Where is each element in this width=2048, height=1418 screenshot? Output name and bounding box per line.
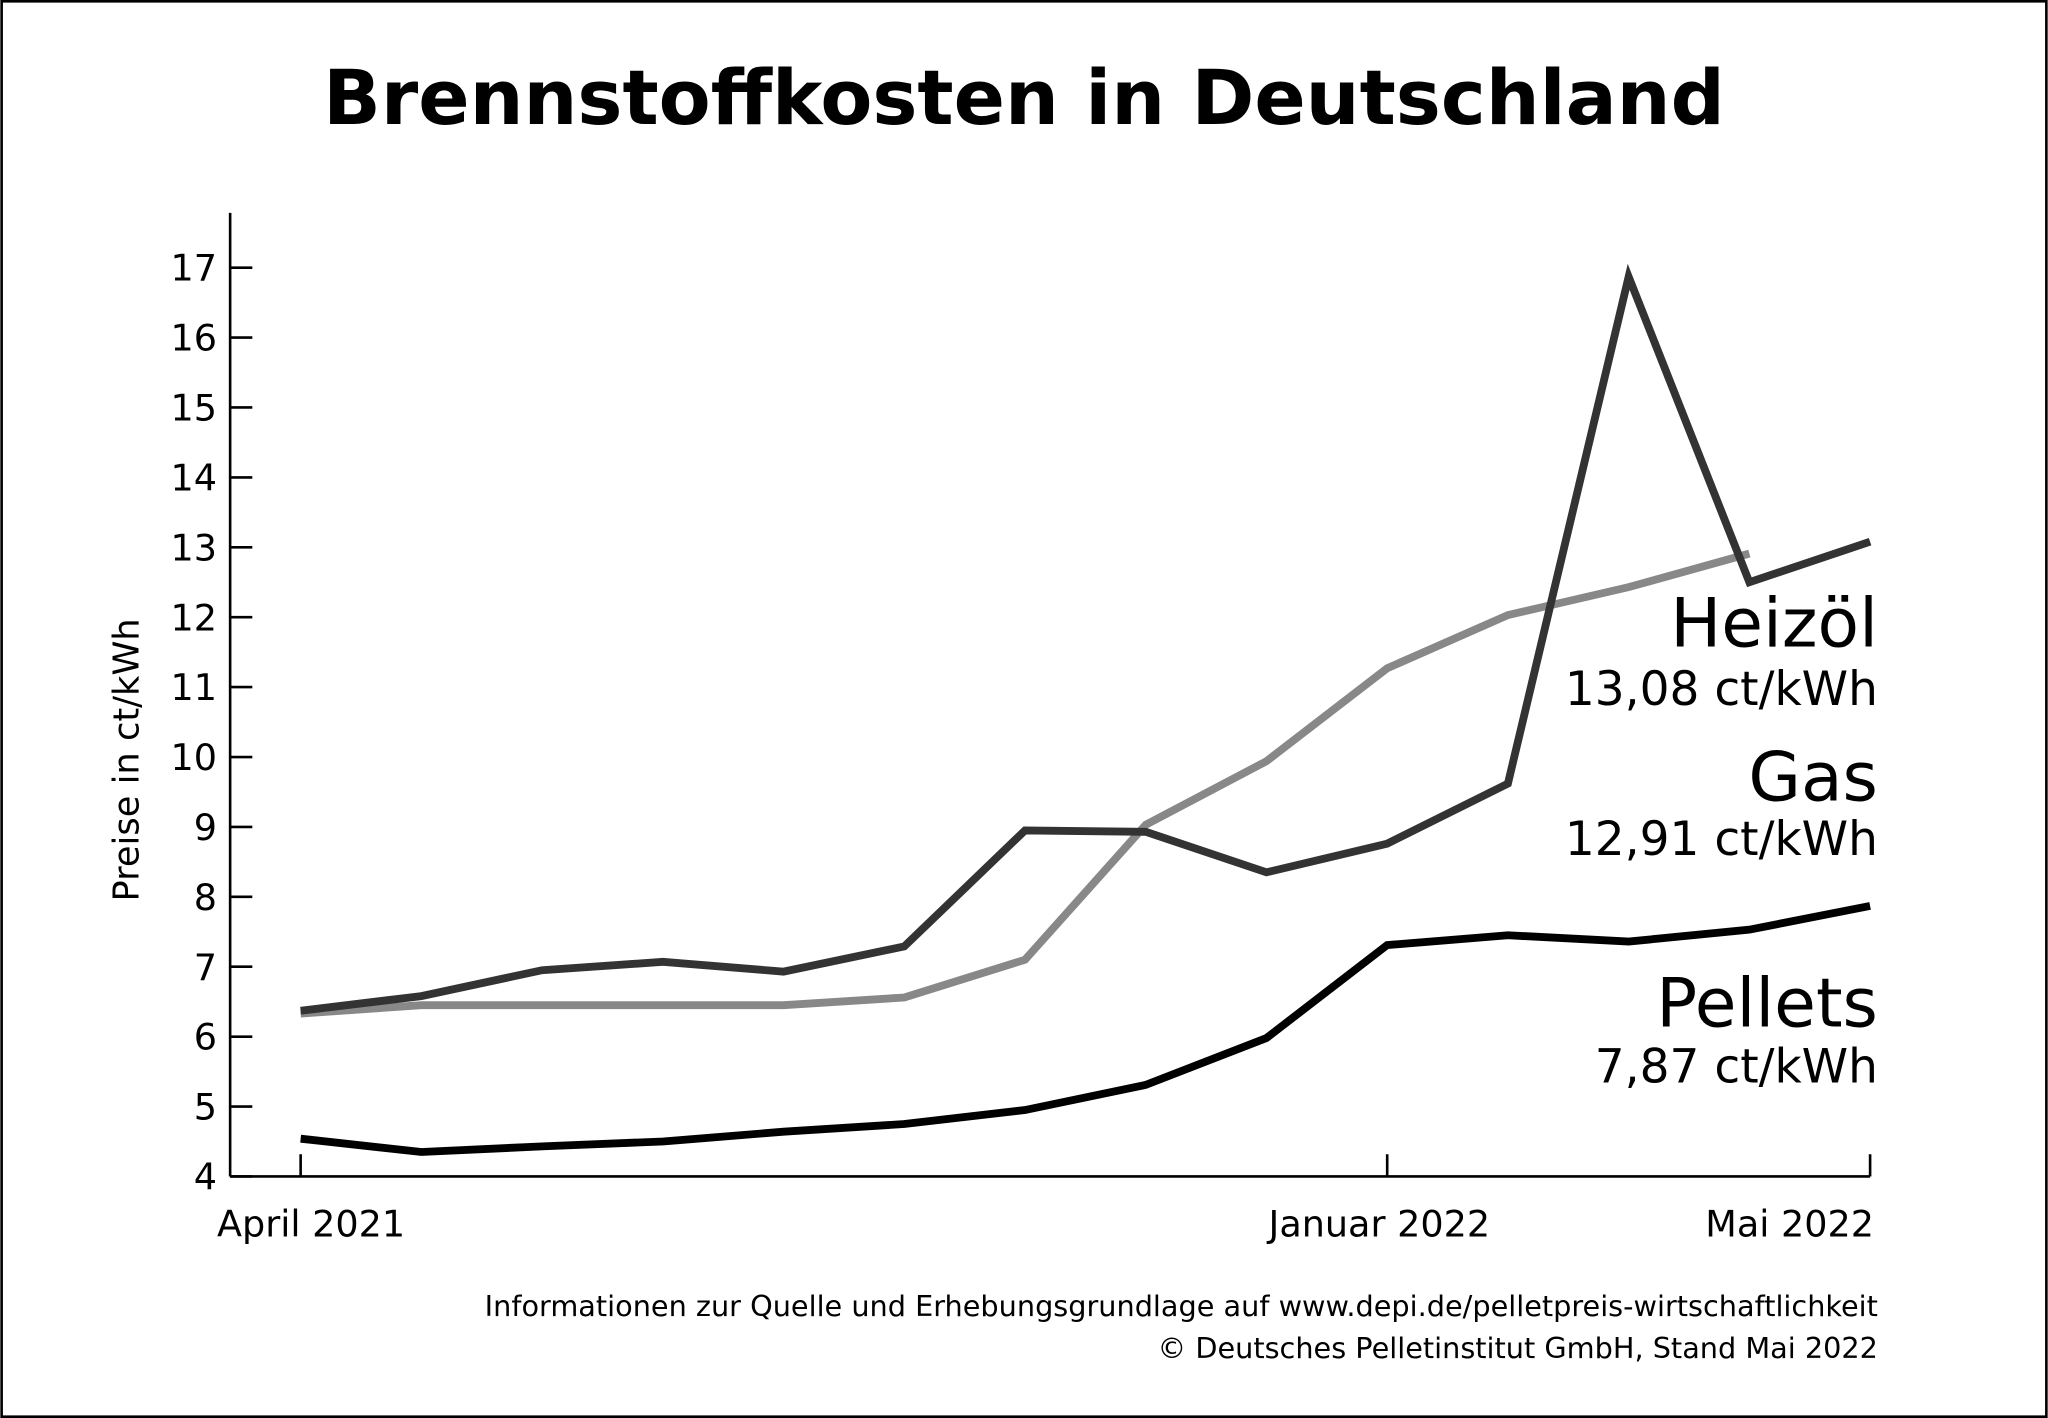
y-tick-label: 14: [171, 456, 218, 499]
y-tick-label: 4: [194, 1156, 217, 1199]
line-series: [300, 902, 1871, 1156]
y-tick-label: 17: [171, 247, 218, 290]
y-tick-label: 16: [171, 317, 218, 360]
y-tick-label: 11: [171, 666, 218, 709]
y-tick-label: 6: [194, 1016, 217, 1059]
y-axis-label: Preise in ct/kWh: [107, 618, 148, 901]
line-series: [300, 549, 1751, 1018]
y-tick-label: 9: [194, 806, 217, 849]
series-value-label: 13,08 ct/kWh: [1565, 662, 1878, 717]
x-tick-label: Mai 2022: [1705, 1203, 1874, 1246]
footnote: Informationen zur Quelle und Erhebungsgr…: [485, 1289, 1878, 1323]
series-label: Pellets: [1656, 964, 1878, 1043]
line-series: [300, 263, 1872, 1015]
y-tick-label: 8: [194, 876, 217, 919]
y-tick-label: 13: [171, 526, 218, 569]
series-label: Heizöl: [1670, 584, 1878, 663]
series-value-label: 12,91 ct/kWh: [1565, 812, 1878, 867]
x-tick-label: Januar 2022: [1267, 1203, 1491, 1246]
y-tick-label: 5: [194, 1086, 217, 1129]
series-value-label: 7,87 ct/kWh: [1595, 1039, 1878, 1094]
y-tick-label: 10: [171, 736, 218, 779]
chart-title: Brennstoffkosten in Deutschland: [323, 54, 1725, 142]
y-tick-label: 15: [171, 387, 218, 430]
y-tick-label: 12: [171, 596, 218, 639]
footnote: © Deutsches Pelletinstitut GmbH, Stand M…: [1157, 1331, 1877, 1365]
y-tick-label: 7: [194, 946, 217, 989]
series-label: Gas: [1748, 738, 1878, 817]
x-tick-label: April 2021: [217, 1203, 405, 1246]
